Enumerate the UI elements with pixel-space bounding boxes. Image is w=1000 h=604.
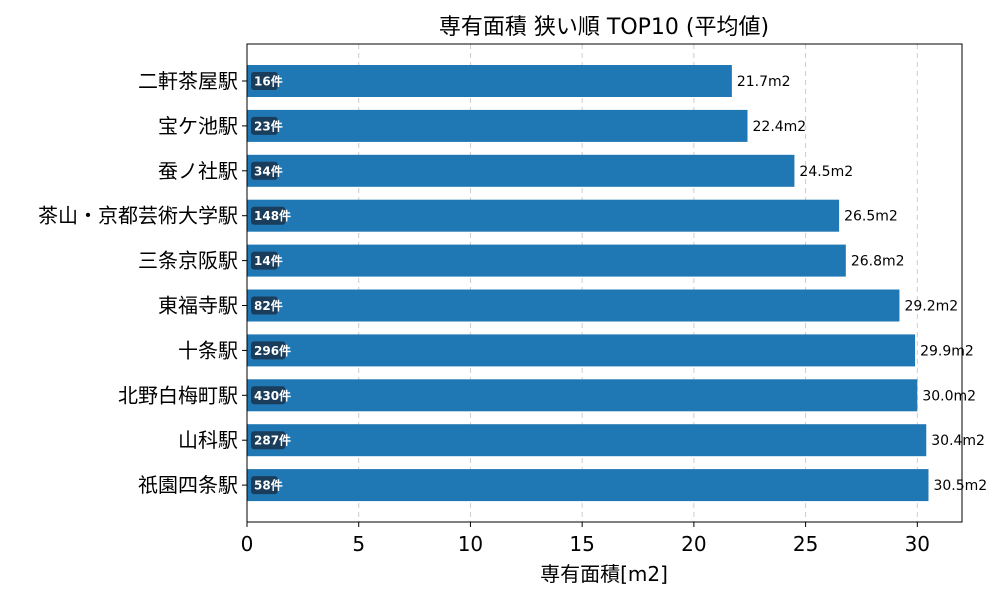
count-badge-label: 430件: [254, 388, 291, 403]
bar: [247, 65, 732, 97]
bar-value-label: 30.0m2: [922, 388, 976, 404]
bar: [247, 109, 748, 142]
count-badge: [251, 431, 286, 450]
bar: [247, 334, 916, 367]
bars: 21.7m2 16件 22.4m2 23件 24.5m2 34件 26.5m2 148件 26.…: [247, 65, 987, 502]
bar: [247, 154, 795, 187]
count-badge: [251, 296, 278, 315]
count-badge: [251, 72, 278, 90]
count-badge-label: 34件: [254, 163, 283, 178]
bar-value-label: 30.5m2: [933, 478, 987, 494]
bar-value-label: 30.4m2: [931, 433, 985, 449]
bar-value-label: 22.4m2: [753, 119, 807, 135]
category-label: 十条駅: [178, 338, 238, 362]
bar-value-label: 21.7m2: [737, 74, 791, 90]
bar: [247, 469, 929, 502]
bar: [247, 244, 846, 277]
bar-value-label: 26.5m2: [844, 209, 898, 225]
category-label: 東福寺駅: [158, 294, 238, 318]
plot-frame: [246, 43, 963, 523]
count-badge-label: 148件: [254, 208, 291, 223]
bar: [247, 424, 927, 457]
count-badge-label: 16件: [254, 74, 283, 89]
count-badge-label: 82件: [254, 298, 283, 313]
x-axis-ticks: 0 5 10 15 20 25 30: [241, 522, 930, 556]
x-tick-label: 30: [905, 532, 930, 556]
category-label: 三条京阪駅: [138, 249, 238, 273]
chart-title: 専有面積 狭い順 TOP10 (平均値): [439, 15, 769, 40]
count-badge: [251, 476, 278, 495]
count-badge: [251, 161, 278, 180]
count-badge-label: 296件: [254, 343, 291, 358]
bar-value-label: 26.8m2: [851, 254, 905, 270]
count-badge-label: 58件: [254, 478, 283, 493]
x-tick-label: 25: [793, 532, 818, 556]
category-label: 二軒茶屋駅: [138, 69, 238, 93]
category-label: 祇園四条駅: [138, 473, 238, 497]
count-badge: [251, 116, 278, 135]
bar: [247, 289, 900, 322]
count-badge-label: 23件: [254, 118, 283, 133]
x-tick-label: 0: [241, 532, 254, 556]
bar: [247, 199, 840, 232]
count-badge: [251, 341, 286, 360]
category-label: 蚕ノ社駅: [158, 159, 238, 183]
count-badge-label: 287件: [254, 433, 291, 448]
x-tick-label: 10: [458, 532, 483, 556]
count-badge: [251, 386, 286, 405]
category-labels: 二軒茶屋駅宝ケ池駅蚕ノ社駅茶山・京都芸術大学駅三条京阪駅東福寺駅十条駅北野白梅町…: [38, 69, 247, 497]
count-badge-label: 14件: [254, 253, 283, 268]
x-axis-label: 専有面積[m2]: [540, 562, 668, 586]
bar: [247, 379, 918, 412]
count-badge: [251, 206, 286, 225]
category-label: 北野白梅町駅: [118, 383, 238, 407]
x-tick-label: 15: [569, 532, 594, 556]
category-label: 山科駅: [178, 428, 238, 452]
count-badge: [251, 251, 278, 270]
bar-value-label: 29.9m2: [920, 343, 974, 359]
bar-value-label: 24.5m2: [799, 164, 853, 180]
category-label: 宝ケ池駅: [158, 114, 238, 138]
x-tick-label: 20: [681, 532, 706, 556]
category-label: 茶山・京都芸術大学駅: [38, 204, 238, 228]
x-tick-label: 5: [352, 532, 365, 556]
bar-value-label: 29.2m2: [904, 299, 958, 315]
